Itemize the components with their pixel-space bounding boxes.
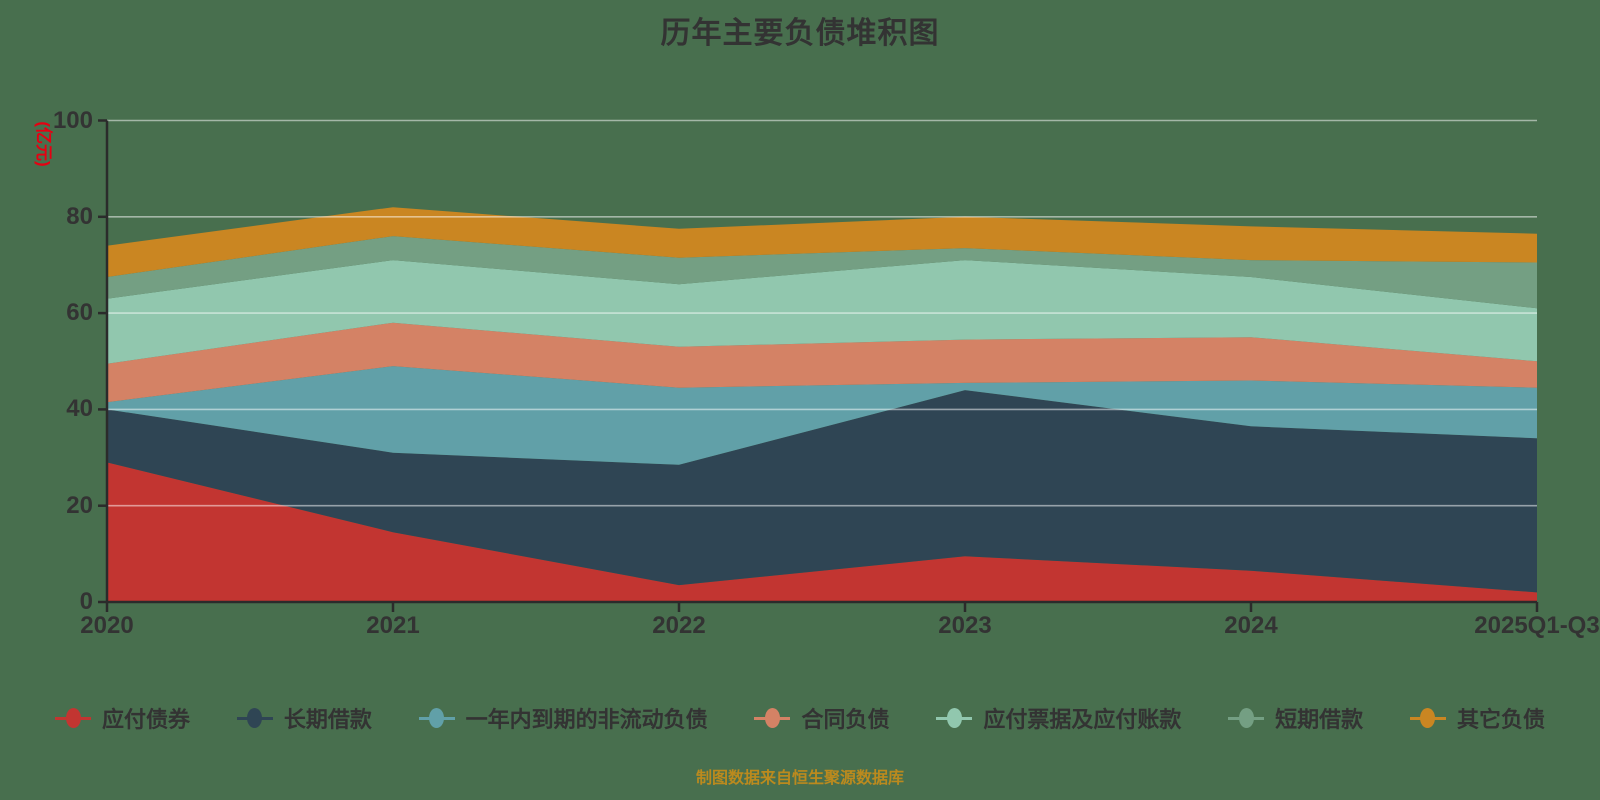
area-series-5[interactable]: 短期借款 [107,236,1537,309]
legend-label: 长期借款 [283,707,372,732]
chart-title: 历年主要负债堆积图 [660,17,940,50]
x-tick-label-2024: 2024 [1224,612,1278,639]
y-tick-label-60: 60 [66,299,93,327]
legend-marker-dot [1420,708,1436,728]
legend-marker-icon [1228,707,1265,729]
legend-item-2[interactable]: 一年内到期的非流动负债 [418,702,708,734]
y-tick-label-40: 40 [66,395,93,423]
legend-label: 应付债券 [102,707,191,732]
y-tick-label-0: 0 [79,588,93,615]
y-tick-label-80: 80 [66,202,93,230]
x-tick-label-2022: 2022 [652,612,706,639]
legend-marker-icon [754,707,791,729]
legend-label: 其它负债 [1456,707,1545,732]
legend-label: 短期借款 [1275,707,1364,732]
area-series-4[interactable]: 应付票据及应付账款 [107,260,1537,364]
legend-item-1[interactable]: 长期借款 [236,702,372,734]
y-tick-label-20: 20 [66,491,93,519]
legend-marker-dot [946,708,962,728]
legend-marker-dot [1238,708,1254,728]
legend-marker-icon [936,707,973,729]
legend-item-0[interactable]: 应付债券 [55,702,190,734]
area-series-0[interactable]: 应付债券 [107,462,1537,602]
legend-item-4[interactable]: 应付票据及应付账款 [936,702,1181,734]
area-series-6[interactable]: 其它负债 [107,207,1537,277]
legend-marker-dot [65,708,81,728]
legend-marker-icon [55,707,91,729]
data-source-note: 制图数据来自恒生聚源数据库 [695,770,904,787]
legend-item-6[interactable]: 其它负债 [1409,702,1545,734]
legend-item-3[interactable]: 合同负债 [754,702,890,734]
legend-marker-icon [1409,707,1446,729]
x-tick-label-2020: 2020 [80,612,134,639]
legend-marker-dot [247,708,263,728]
legend-marker-dot [429,708,445,728]
legend-label: 一年内到期的非流动负债 [465,707,708,732]
x-tick-label-2023: 2023 [938,612,992,639]
legend-marker-icon [236,707,273,729]
legend-marker-dot [764,708,780,728]
y-tick-label-100: 100 [52,106,93,134]
area-series-2[interactable]: 一年内到期的非流动负债 [107,366,1537,465]
legend-marker-icon [418,707,455,729]
area-series-3[interactable]: 合同负债 [107,322,1537,403]
chart-legend: 应付债券 长期借款 一年内到期的非流动负债 合同负债 应付票据及应付账款 短期借款 其它负债 [55,700,1545,736]
legend-item-5[interactable]: 短期借款 [1228,702,1363,734]
area-series-1[interactable]: 长期借款 [107,390,1537,593]
x-tick-label-2021: 2021 [366,612,420,639]
legend-label: 应付票据及应付账款 [983,707,1182,732]
x-tick-label-2025Q1-Q3: 2025Q1-Q3 [1474,612,1600,639]
legend-label: 合同负债 [801,707,890,732]
